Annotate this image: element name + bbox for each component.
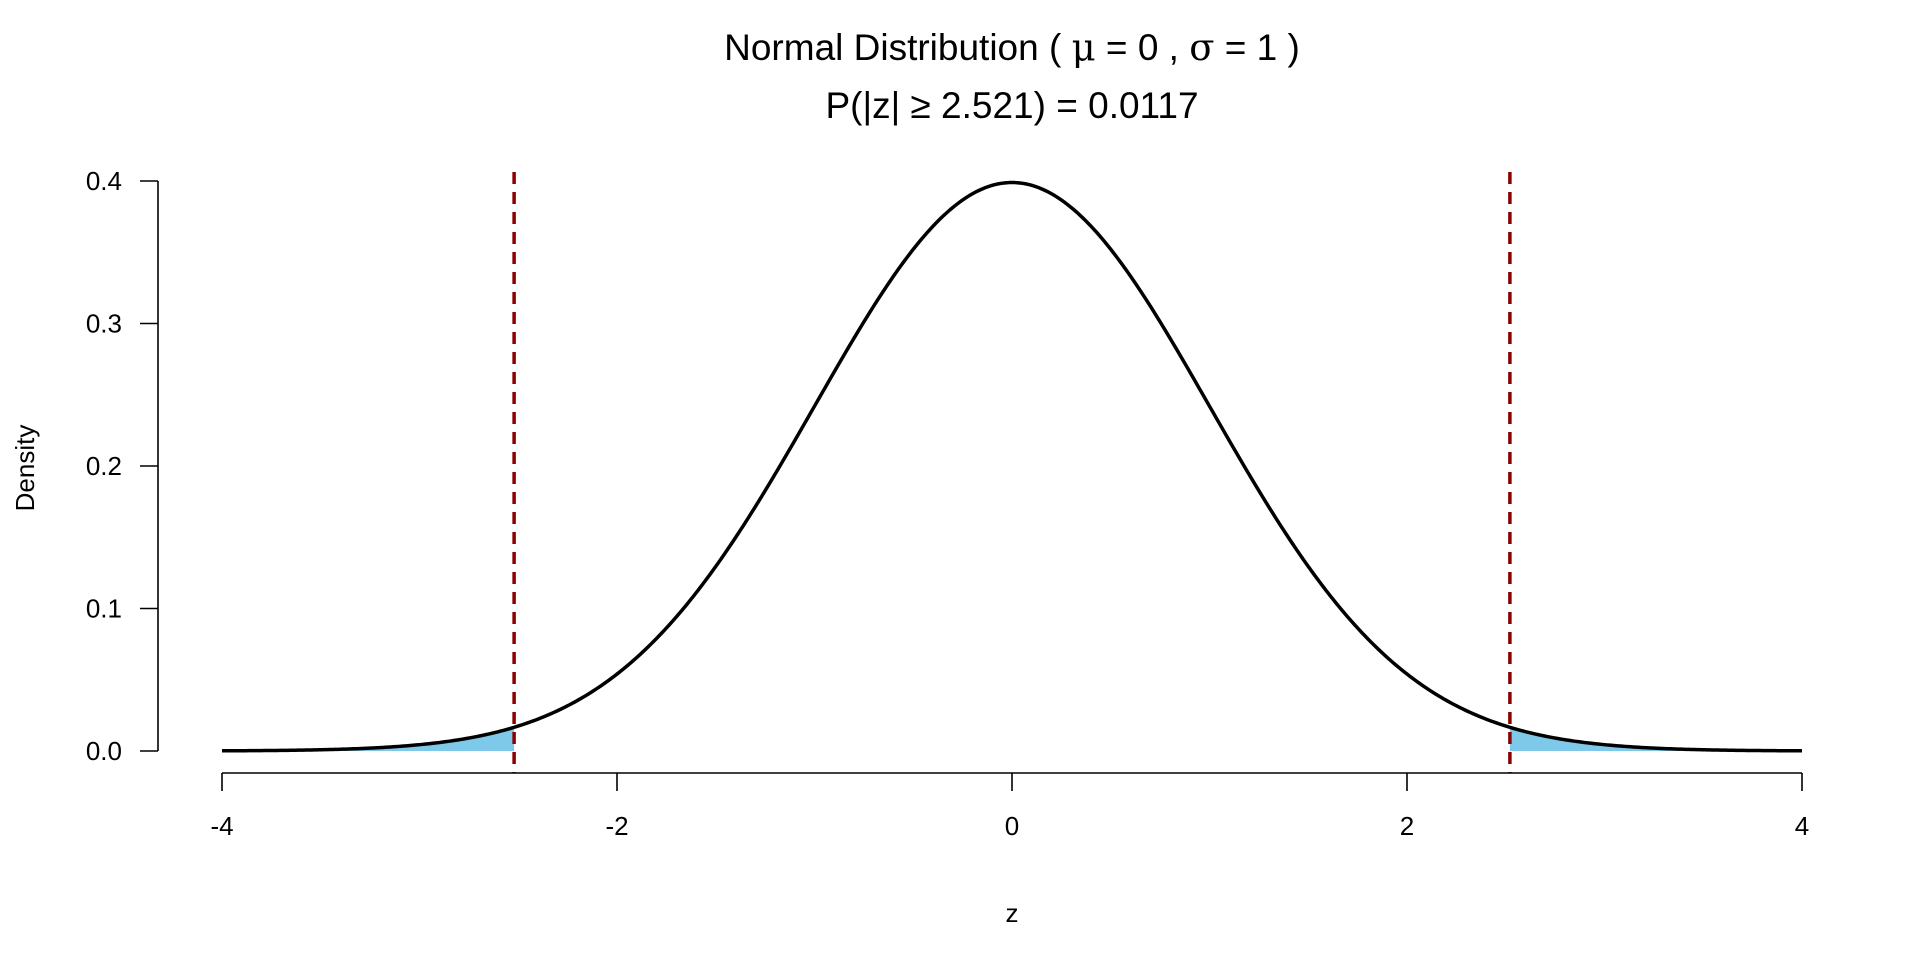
x-tick-label: 2 xyxy=(1400,811,1414,841)
x-axis: -4 -2 0 2 4 xyxy=(210,772,1809,841)
critical-lines xyxy=(512,172,1512,773)
chart-subtitle: P(|z| ≥ 2.521) = 0.0117 xyxy=(825,85,1198,126)
y-tick-label: 0.0 xyxy=(86,736,122,766)
y-tick-label: 0.1 xyxy=(86,594,122,624)
y-tick-label: 0.4 xyxy=(86,166,122,196)
y-tick-label: 0.3 xyxy=(86,309,122,339)
y-tick-label: 0.2 xyxy=(86,451,122,481)
x-tick-label: -4 xyxy=(210,811,233,841)
x-tick-label: 0 xyxy=(1005,811,1019,841)
x-tick-label: -2 xyxy=(605,811,628,841)
x-axis-title: z xyxy=(1006,898,1019,928)
density-curve-layer xyxy=(221,180,1803,753)
chart-title: Normal Distribution ( μ = 0 , σ = 1 ) xyxy=(724,26,1300,69)
tail-shading xyxy=(222,727,1802,751)
y-axis-title: Density xyxy=(10,425,40,512)
y-axis: 0.0 0.1 0.2 0.3 0.4 xyxy=(86,166,159,766)
density-curve xyxy=(221,180,1803,753)
x-tick-label: 4 xyxy=(1795,811,1809,841)
left-tail-region xyxy=(222,727,515,751)
right-tail-region xyxy=(1509,727,1802,751)
